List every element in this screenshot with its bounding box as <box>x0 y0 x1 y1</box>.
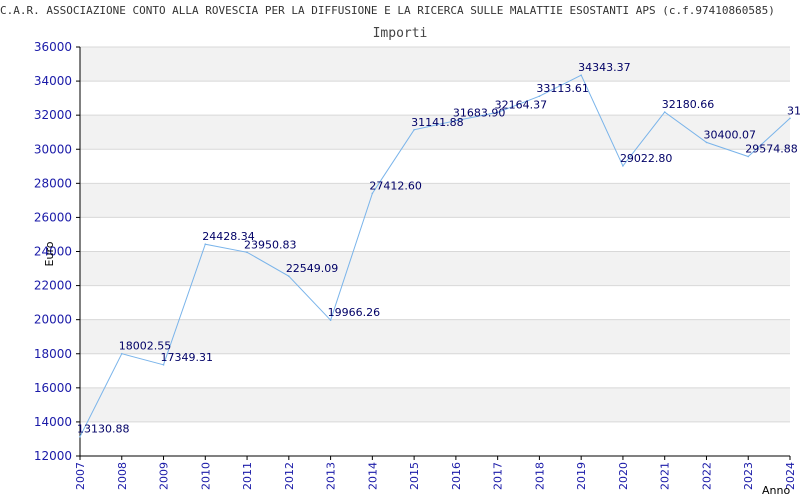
x-tick-label: 2013 <box>325 462 338 490</box>
grid-band <box>80 115 790 150</box>
data-label: 31815.23 <box>787 104 800 117</box>
y-tick-label: 18000 <box>34 347 72 361</box>
data-point <box>246 251 248 254</box>
axes <box>76 46 791 460</box>
data-point <box>120 352 123 355</box>
data-point <box>288 275 290 278</box>
data-point <box>413 128 415 131</box>
data-point <box>622 165 624 167</box>
x-tick-label: 2009 <box>158 462 171 490</box>
y-axis-label: Euro <box>43 241 56 266</box>
x-tick-label: 2007 <box>74 462 87 490</box>
data-point <box>79 435 81 438</box>
data-label: 32180.66 <box>662 98 715 111</box>
y-tick-labels: 12000 14000 16000 18000 20000 22000 24000 26000… <box>34 40 72 463</box>
y-tick-label: 20000 <box>34 313 72 327</box>
data-point <box>162 364 165 366</box>
data-point <box>329 319 332 322</box>
grid-band <box>80 183 790 218</box>
grid-band <box>80 387 790 422</box>
grid-band <box>80 251 790 286</box>
x-tick-label: 2008 <box>116 462 129 490</box>
data-label: 34343.37 <box>578 61 631 74</box>
y-tick-label: 26000 <box>34 210 72 224</box>
data-point <box>496 111 499 114</box>
data-label: 17349.31 <box>161 351 214 364</box>
data-label: 29574.88 <box>745 142 798 155</box>
grid-band <box>80 319 790 354</box>
data-label: 19966.26 <box>328 306 381 319</box>
x-tick-label: 2015 <box>408 462 421 490</box>
x-tick-label: 2012 <box>283 462 296 490</box>
data-label: 24428.34 <box>202 230 255 243</box>
x-tick-label: 2020 <box>617 462 630 490</box>
data-label: 31141.88 <box>411 116 464 129</box>
chart-title: C.A.R. ASSOCIAZIONE CONTO ALLA ROVESCIA … <box>0 4 775 17</box>
series-line <box>79 74 791 437</box>
data-label: 31683.90 <box>453 107 506 120</box>
data-label: 27412.60 <box>369 179 422 192</box>
y-tick-label: 32000 <box>34 108 72 122</box>
x-tick-label: 2022 <box>700 462 713 490</box>
y-tick-label: 16000 <box>34 381 72 395</box>
x-tick-label: 2016 <box>450 462 463 490</box>
data-label: 30400.07 <box>703 128 756 141</box>
grid-band <box>80 47 790 82</box>
x-tick-label: 2019 <box>575 462 588 490</box>
x-tick-label: 2014 <box>366 462 379 490</box>
data-point <box>705 141 708 144</box>
data-label: 29022.80 <box>620 152 673 165</box>
data-label: 22549.09 <box>286 262 339 275</box>
x-tick-label: 2024 <box>784 462 797 490</box>
data-point <box>538 95 541 97</box>
x-axis-label: Anno <box>762 484 790 497</box>
data-label: 33113.61 <box>536 82 589 95</box>
x-tick-label: 2010 <box>199 462 212 490</box>
data-label: 18002.55 <box>119 340 172 353</box>
x-tick-label: 2017 <box>492 462 505 490</box>
data-point <box>204 243 207 246</box>
y-tick-label: 28000 <box>34 176 72 190</box>
data-point <box>663 111 666 113</box>
x-tick-label: 2023 <box>742 462 755 490</box>
y-tick-label: 34000 <box>34 74 72 88</box>
grid-bands <box>80 47 790 422</box>
data-label: 13130.88 <box>77 423 130 436</box>
y-tick-label: 36000 <box>34 40 72 54</box>
y-tick-label: 22000 <box>34 279 72 293</box>
series-lines <box>79 74 791 438</box>
x-tick-label: 2021 <box>659 462 672 490</box>
y-tick-label: 24000 <box>34 245 72 259</box>
data-point <box>747 155 750 158</box>
chart-subtitle: Importi <box>373 26 428 41</box>
data-point <box>580 74 582 77</box>
data-point <box>371 192 374 195</box>
data-point <box>789 117 791 120</box>
data-point <box>455 119 457 122</box>
data-label: 23950.83 <box>244 238 297 251</box>
x-tick-labels: 2007 2008 2009 2010 2011 2012 2013 2014 2015 2016… <box>74 462 797 490</box>
y-tick-label: 14000 <box>34 415 72 429</box>
y-tick-label: 12000 <box>34 449 72 463</box>
x-tick-label: 2011 <box>241 462 254 490</box>
data-label: 32164.37 <box>495 98 548 111</box>
x-tick-label: 2018 <box>533 462 546 490</box>
y-tick-label: 30000 <box>34 142 72 156</box>
